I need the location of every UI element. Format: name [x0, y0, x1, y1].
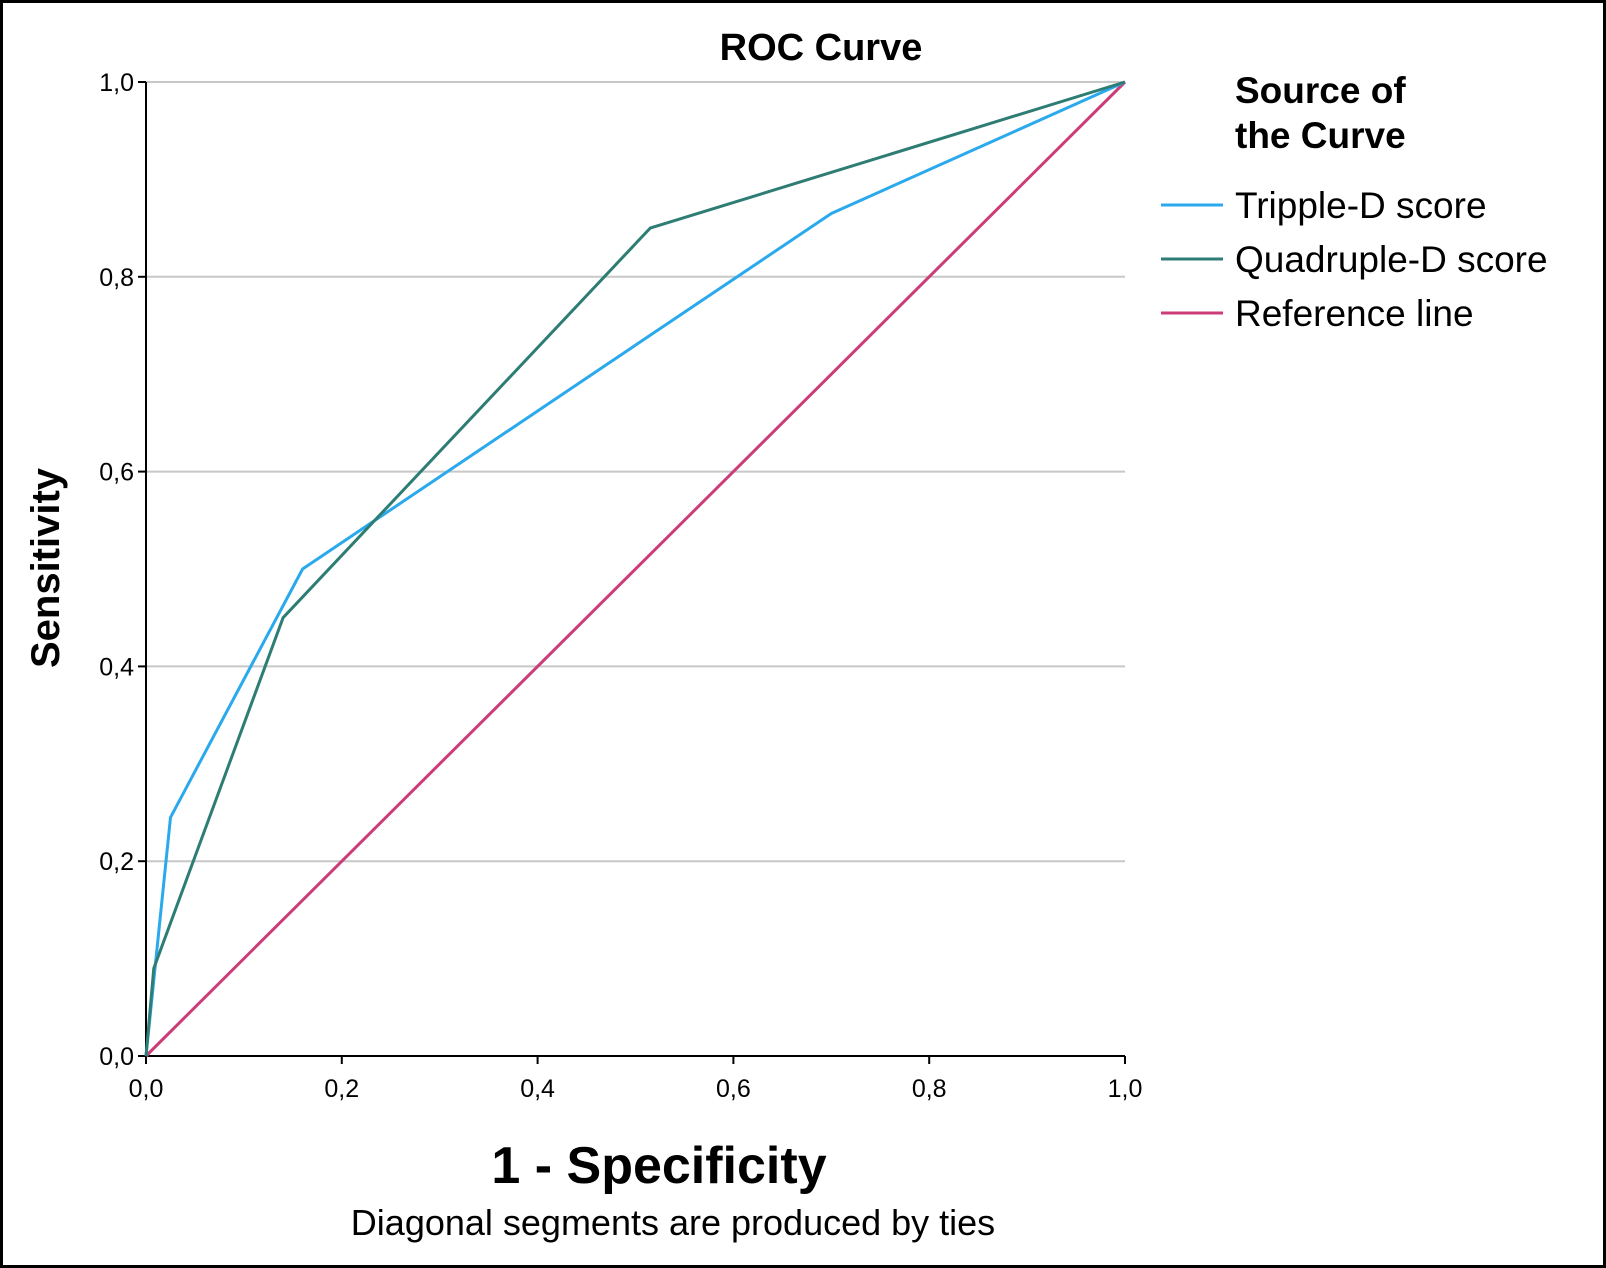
legend: Source of the Curve Tripple-D score Quadr…: [1161, 70, 1548, 334]
series-line-tripple-d-score: [144, 80, 1126, 1057]
legend-item: Reference line: [1161, 293, 1474, 334]
roc-chart: ROC Curve 0,0 0,2 0,4 0,6 0,8 1,0 0,00,20,40,…: [24, 27, 1548, 1243]
series-lines: [144, 80, 1127, 1058]
axes: [145, 82, 1125, 1057]
y-tick-label: 0,0: [99, 1043, 134, 1071]
x-tick-label: 0,2: [324, 1075, 359, 1103]
x-tick-label: 1,0: [1108, 1075, 1143, 1103]
legend-title-line-1: Source of: [1235, 70, 1406, 111]
chart-title: ROC Curve: [720, 27, 923, 69]
x-tick-label: 0,4: [520, 1075, 555, 1103]
y-tick-label: 0,4: [99, 653, 134, 681]
legend-label: Tripple-D score: [1235, 185, 1487, 226]
y-axis-label: Sensitivity: [24, 467, 68, 668]
legend-item: Tripple-D score: [1161, 185, 1487, 226]
y-tick-label: 0,2: [99, 848, 134, 876]
gridlines: [146, 81, 1125, 863]
chart-footnote: Diagonal segments are produced by ties: [351, 1202, 995, 1243]
legend-label: Reference line: [1235, 293, 1474, 334]
y-tick-label: 0,8: [99, 264, 134, 292]
legend-title-line-2: the Curve: [1235, 115, 1406, 156]
y-tick-label: 1,0: [99, 69, 134, 97]
x-tick-label: 0,8: [912, 1075, 947, 1103]
legend-item: Quadruple-D score: [1161, 239, 1548, 280]
legend-items: Tripple-D score Quadruple-D score Referenc…: [1161, 185, 1548, 334]
y-tick-labels: 0,0 0,2 0,4 0,6 0,8 1,0: [99, 69, 146, 1071]
y-tick-label: 0,6: [99, 459, 134, 487]
series-line-quadruple-d-score: [144, 80, 1126, 1057]
x-tick-label: 0,0: [129, 1075, 164, 1103]
x-axis-label: 1 - Specificity: [491, 1137, 826, 1195]
legend-label: Quadruple-D score: [1235, 239, 1548, 280]
series-line-reference-line: [144, 80, 1127, 1058]
x-tick-label: 0,6: [716, 1075, 751, 1103]
x-tick-labels: 0,0 0,2 0,4 0,6 0,8 1,0: [129, 1056, 1143, 1103]
